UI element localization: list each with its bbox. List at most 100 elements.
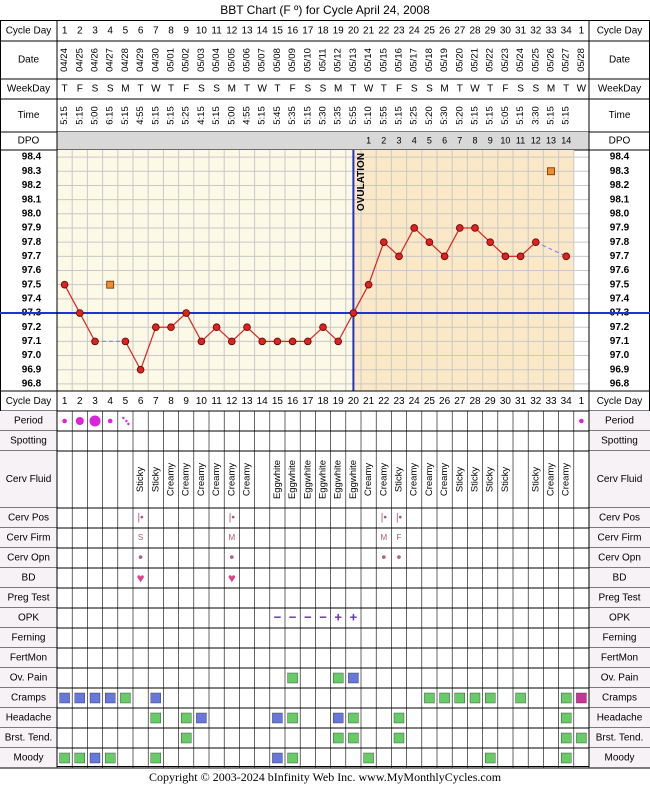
date-cell: 05/10 bbox=[302, 48, 313, 72]
cerv-fluid-cell: Sticky bbox=[500, 467, 511, 493]
cycle-day-label-right: Cycle Day bbox=[597, 26, 643, 37]
time-cell: 5:25 bbox=[409, 106, 420, 125]
temp-point bbox=[273, 337, 282, 346]
cerv-pos-cell: |• bbox=[138, 513, 145, 524]
cycle-day-cell-2: 28 bbox=[469, 396, 481, 407]
period-label-left: Period bbox=[14, 416, 43, 427]
temp-point bbox=[440, 252, 449, 261]
cycle-day-cell-2: 11 bbox=[211, 396, 222, 407]
temp-point bbox=[395, 252, 403, 261]
weekday-cell: F bbox=[502, 84, 508, 95]
time-cell: 5:05 bbox=[500, 106, 511, 125]
brst-tend-label-bg-right bbox=[589, 728, 650, 748]
moody-marker bbox=[104, 752, 116, 764]
spotting-label-right: Spotting bbox=[601, 436, 638, 447]
date-cell: 05/23 bbox=[500, 48, 511, 72]
weekday-cell: W bbox=[470, 84, 480, 95]
cycle-day-cell: 29 bbox=[485, 26, 497, 37]
preg-test-label-left: Preg Test bbox=[7, 593, 49, 604]
ov-pain-label-left: Ov. Pain bbox=[10, 673, 48, 684]
time-cell: 5:15 bbox=[120, 106, 131, 125]
moody-marker bbox=[287, 752, 298, 764]
cycle-day-cell: 20 bbox=[348, 26, 360, 37]
cycle-day-cell-2: 4 bbox=[107, 396, 113, 407]
ov-pain-label-bg-right bbox=[589, 668, 650, 688]
moody-marker bbox=[89, 752, 101, 764]
date-cell: 05/01 bbox=[166, 48, 177, 72]
temp-point bbox=[167, 323, 175, 332]
cerv-fluid-cell: Sticky bbox=[530, 467, 541, 493]
opk-label-bg-right bbox=[589, 608, 650, 628]
temp-point bbox=[197, 337, 206, 346]
y-tick-label-left: 98.3 bbox=[22, 166, 42, 177]
cycle-day-cell-2: 9 bbox=[183, 396, 189, 407]
opk-cell: + bbox=[334, 609, 342, 624]
cycle-day-cell-2: 1 bbox=[579, 396, 585, 407]
y-tick-label-right: 97.9 bbox=[610, 223, 630, 234]
cycle-day-cell: 10 bbox=[196, 26, 208, 37]
cycle-day-cell: 8 bbox=[168, 26, 174, 37]
temp-segment bbox=[124, 341, 142, 371]
time-cell: 5:15 bbox=[561, 106, 572, 125]
time-cell: 5:15 bbox=[74, 106, 85, 125]
time-cell: 4:55 bbox=[135, 106, 146, 125]
cerv-fluid-cell: Creamy bbox=[424, 463, 435, 497]
period-label-right: Period bbox=[605, 416, 634, 427]
cerv-pos-label-left: Cerv Pos bbox=[8, 513, 49, 524]
opk-label-left: OPK bbox=[18, 613, 39, 624]
cycle-day-cell-2: 15 bbox=[272, 396, 284, 407]
dpo-label-left: DPO bbox=[18, 136, 40, 147]
moody-marker bbox=[363, 752, 374, 764]
y-tick-label-right: 97.4 bbox=[610, 293, 630, 304]
headache-label-bg-left bbox=[0, 708, 57, 728]
y-tick-label-left: 97.9 bbox=[22, 223, 42, 234]
cycle-day-cell: 11 bbox=[211, 26, 222, 37]
temp-segment bbox=[398, 227, 415, 257]
brst-tend-label-left: Brst. Tend. bbox=[5, 733, 53, 744]
cycle-day-cell: 26 bbox=[439, 26, 451, 37]
time-cell: 5:35 bbox=[287, 106, 298, 125]
cycle-day-cell-2: 7 bbox=[153, 396, 159, 407]
period-spot bbox=[122, 416, 125, 420]
opk-cell: − bbox=[274, 609, 282, 624]
time-cell: 5:15 bbox=[257, 106, 268, 125]
weekday-cell: F bbox=[183, 84, 189, 95]
temp-point bbox=[288, 337, 297, 346]
y-tick-label-right: 98.0 bbox=[610, 208, 630, 219]
cerv-opn-cell: • bbox=[229, 549, 234, 565]
period-spot bbox=[127, 422, 130, 426]
weekday-cell: M bbox=[121, 84, 129, 95]
headache-marker bbox=[287, 712, 298, 724]
headache-marker bbox=[150, 712, 162, 724]
fertmon-label-right: FertMon bbox=[601, 653, 638, 664]
dpo-cell: 8 bbox=[472, 135, 477, 145]
cycle-day-cell-2: 10 bbox=[196, 396, 208, 407]
cerv-pos-label-right: Cerv Pos bbox=[599, 513, 640, 524]
opk-label-bg-left bbox=[0, 608, 57, 628]
time-cell: 5:30 bbox=[318, 106, 329, 125]
time-cell: 5:15 bbox=[546, 106, 557, 125]
y-tick-label-right: 97.7 bbox=[610, 251, 630, 262]
period-label-bg-right bbox=[589, 411, 650, 431]
cerv-fluid-cell: Creamy bbox=[409, 463, 420, 497]
cycle-day-cell: 27 bbox=[454, 26, 466, 37]
moody-marker bbox=[59, 752, 70, 764]
cycle-day-cell: 33 bbox=[545, 26, 557, 37]
cerv-firm-label-bg-left bbox=[0, 528, 57, 548]
cerv-fluid-cell: Creamy bbox=[378, 463, 389, 497]
cerv-fluid-cell: Sticky bbox=[394, 467, 405, 493]
date-cell: 05/25 bbox=[530, 48, 541, 72]
cerv-firm-label-right: Cerv Firm bbox=[598, 533, 642, 544]
weekday-cell: S bbox=[517, 84, 524, 95]
cerv-fluid-label-left: Cerv Fluid bbox=[6, 474, 52, 485]
time-cell: 3:30 bbox=[530, 106, 541, 125]
date-cell: 04/27 bbox=[105, 48, 116, 72]
preg-test-label-bg-right bbox=[589, 588, 650, 608]
weekday-label-right: WeekDay bbox=[598, 84, 641, 95]
time-cell: 5:25 bbox=[181, 106, 192, 125]
time-cell: 4:15 bbox=[196, 106, 207, 125]
y-tick-label-left: 96.9 bbox=[22, 364, 42, 375]
weekday-cell: S bbox=[92, 84, 99, 95]
temp-point bbox=[121, 337, 130, 346]
